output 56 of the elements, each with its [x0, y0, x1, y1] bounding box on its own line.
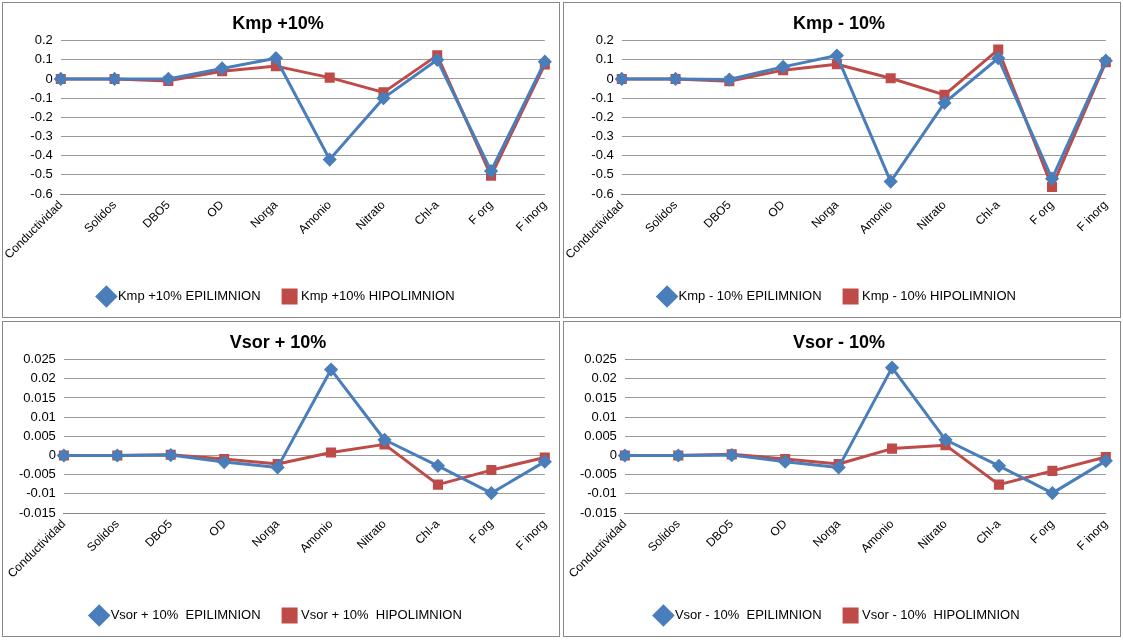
y-tick-label: -0.3	[30, 128, 53, 144]
x-tick-label: OD	[764, 197, 788, 221]
y-tick-label: 0.1	[34, 51, 53, 67]
legend-label: Kmp - 10% HIPOLIMNION	[862, 288, 1016, 304]
y-tick-label: 0.2	[595, 32, 614, 48]
legend-label: Kmp +10% HIPOLIMNION	[301, 288, 455, 304]
y-tick-label: -0.1	[591, 89, 614, 105]
y-tick-label: -0.2	[591, 108, 614, 124]
y-tick-label: 0.1	[595, 51, 614, 67]
y-tick-label: -0.5	[591, 166, 614, 182]
y-tick-label: 0.02	[30, 370, 56, 386]
y-tick-label: -0.3	[591, 128, 614, 144]
legend-label: Vsor + 10% HIPOLIMNION	[301, 607, 462, 623]
y-tick-label: 0	[48, 447, 56, 463]
x-tick-label: F org	[1027, 516, 1057, 547]
y-tick-label: -0.005	[579, 466, 617, 482]
y-tick-label: -0.6	[30, 185, 53, 201]
y-tick-label: 0	[609, 447, 617, 463]
chart-title: Vsor - 10%	[792, 331, 886, 352]
y-tick-label: 0	[606, 70, 614, 86]
y-tick-label: 0.015	[23, 389, 56, 405]
y-tick-label: -0.2	[30, 108, 53, 124]
y-tick-label: 0.015	[584, 389, 617, 405]
y-tick-label: -0.015	[579, 504, 617, 520]
x-tick-label: F org	[466, 516, 496, 547]
y-tick-label: 0.02	[591, 370, 617, 386]
y-tick-label: -0.4	[30, 147, 53, 163]
y-tick-label: -0.01	[587, 485, 617, 501]
y-tick-label: -0.005	[18, 466, 56, 482]
y-tick-label: -0.6	[591, 185, 614, 201]
y-tick-label: 0.01	[30, 408, 56, 424]
legend-label: Kmp - 10% EPILIMNION	[678, 288, 822, 304]
y-tick-label: -0.015	[18, 504, 56, 520]
x-tick-label: OD	[767, 516, 790, 540]
y-tick-label: -0.01	[26, 485, 56, 501]
y-tick-label: 0.025	[584, 351, 617, 367]
legend-label: Vsor + 10% EPILIMNION	[110, 607, 261, 623]
legend-label: Vsor - 10% EPILIMNION	[674, 607, 822, 623]
y-tick-label: 0.2	[34, 32, 53, 48]
y-tick-label: 0.025	[23, 351, 56, 367]
y-tick-label: 0.005	[23, 427, 56, 443]
y-tick-label: 0.005	[584, 427, 617, 443]
x-tick-label: F org	[465, 197, 496, 228]
x-tick-label: OD	[206, 516, 229, 540]
y-tick-label: -0.4	[591, 147, 614, 163]
y-tick-label: -0.1	[30, 89, 53, 105]
chart-title: Vsor + 10%	[229, 331, 327, 352]
legend-label: Kmp +10% EPILIMNION	[117, 288, 261, 304]
legend-label: Vsor - 10% HIPOLIMNION	[862, 607, 1020, 623]
x-tick-label: F org	[1026, 197, 1057, 228]
x-tick-label: OD	[203, 197, 227, 221]
y-tick-label: 0	[45, 70, 53, 86]
y-tick-label: 0.01	[591, 408, 617, 424]
chart-title: Kmp +10%	[232, 12, 324, 33]
chart-title: Kmp - 10%	[792, 12, 886, 33]
y-tick-label: -0.5	[30, 166, 53, 182]
